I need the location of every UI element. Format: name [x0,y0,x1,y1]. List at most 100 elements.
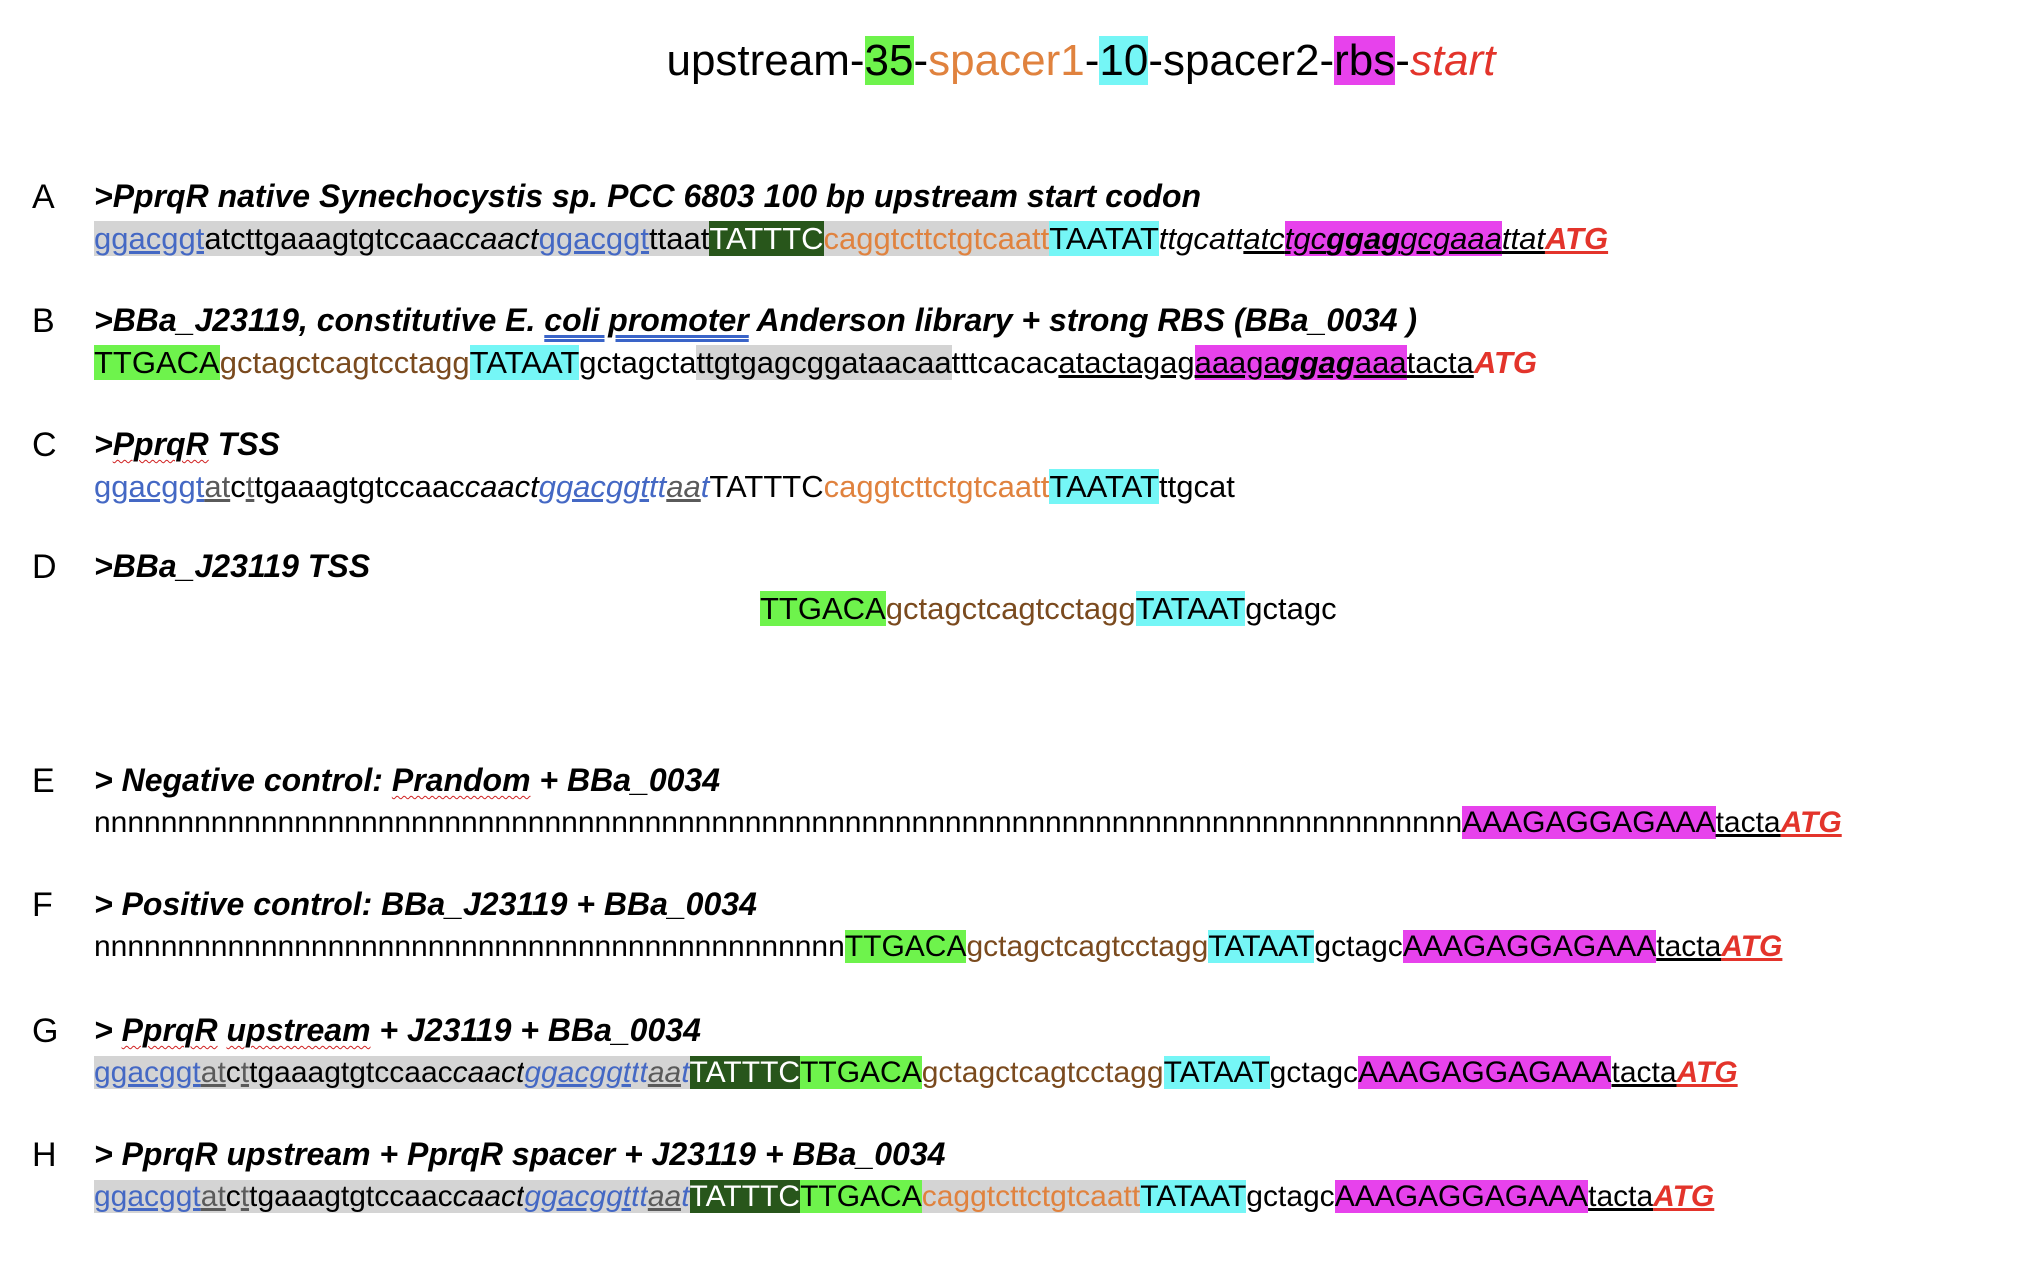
seq-upstream-element: TATTTC [689,1056,801,1089]
seq-upstream: t [240,1056,250,1089]
seq-start: ATG [1653,1180,1715,1213]
legend: upstream-35-spacer1-10-spacer2-rbs-start [64,36,2034,86]
entry-letter: F [32,886,53,924]
seq-spacer2: gctagc [1245,591,1337,626]
seq-repeat: ggacggt [524,1056,632,1089]
seq-spacer1: caggtcttctgtcaatt [823,221,1050,256]
seq-upstream: t [240,1180,250,1213]
seq-upstream: t [631,1056,640,1089]
seq-spacer1: caggtcttctgtcaatt [921,1180,1141,1213]
seq-rbs: AAAGAGGAGAAA [1402,930,1657,963]
seq-upstream: atcttgaaagtgtccaac [204,221,465,256]
seq-spacer3: tacta [1656,930,1722,963]
seq-upstream: caact [452,1180,525,1213]
header-text: PprqR [121,1012,218,1048]
seq-spacer2: gctagcta [579,345,697,380]
seq-random: nnnnnnnnnnnnnnnnnnnnnnnnnnnnnnnnnnnnnnnn… [94,930,845,963]
seq-upstream: t [681,1180,690,1213]
seq-upstream: t [639,1180,648,1213]
seq-minus35: TTGACA [760,591,886,626]
sequence: ggacggtatcttgaaagtgtccaaccaactggacggttta… [94,1178,1714,1216]
legend-minus10: 10 [1099,36,1149,85]
seq-upstream: t [245,469,255,504]
seq-spacer2: atc [1243,221,1285,256]
seq-upstream: caact [464,469,539,504]
seq-minus35: TTGACA [94,345,220,380]
seq-spacer3: tacta [1715,806,1781,839]
legend-rbs: rbs [1334,36,1396,85]
seq-rbs: tgc [1284,221,1327,256]
header-text: Anderson library + strong RBS (BBa_0034 … [748,302,1418,338]
entry-header: >BBa_J23119, constitutive E. coli promot… [94,302,1417,339]
header-text: upstream [226,1012,371,1048]
seq-upstream: c [225,1056,241,1089]
seq-upstream: t [631,1180,640,1213]
entry-header: >BBa_J23119 TSS [94,548,371,584]
seq-random: nnnnnnnnnnnnnnnnnnnnnnnnnnnnnnnnnnnnnnnn… [94,806,1463,839]
header-text: + J23119 + BBa_0034 [370,1012,701,1048]
seq-minus10: TATAAT [1163,1056,1270,1089]
seq-upstream: t [649,469,658,504]
seq-upstream: aa [647,1056,682,1089]
seq-minus10: TATAAT [1140,1180,1247,1213]
header-text: > [94,426,113,462]
legend-upstream: upstream- [666,36,865,85]
entry-letter: A [32,178,55,216]
seq-repeat: ggacggt [524,1180,632,1213]
seq-minus10: TATAAT [1208,930,1315,963]
seq-upstream: aa [666,469,701,504]
seq-rbs: AAAGAGGAGAAA [1358,1056,1612,1089]
seq-upstream-element: TATTTC [689,1180,801,1213]
seq-minus10: TATAAT [1135,591,1246,626]
entry-letter: G [32,1012,59,1050]
header-text: > [94,1012,122,1048]
seq-spacer2: ttgcat [1158,469,1235,504]
seq-start: ATG [1780,806,1842,839]
seq-upstream: at [204,469,231,504]
entry-header: > PprqR upstream + PprqR spacer + J23119… [94,1136,946,1172]
seq-upstream: at [200,1056,226,1089]
seq-upstream-element: TATTTC [709,221,824,256]
seq-repeat: ggacggt [94,221,205,256]
seq-rbs: ggag [1280,345,1355,380]
seq-start: ATG [1473,345,1537,380]
seq-minus10: TAATAT [1049,469,1159,504]
seq-minus10: TATAAT [469,345,580,380]
seq-rbs: ggag [1326,221,1401,256]
legend-spacer2: -spacer2- [1148,36,1335,85]
seq-spacer2: atactagag [1058,345,1195,380]
sequence: TTGACAgctagctcagtcctaggTATAATgctagc [760,590,1337,628]
sequence: ggacggtatcttgaaagtgtccaaccaactggacggttta… [94,1054,1738,1092]
sequence: TTGACAgctagctcagtcctaggTATAATgctagctattg… [94,344,1537,382]
legend-minus35: 35 [864,36,914,85]
entry-letter: B [32,302,55,340]
header-text: + BBa_0034 [530,762,720,798]
seq-spacer1: gctagctcagtcctagg [219,345,470,380]
seq-spacer2: gctagc [1269,1056,1359,1089]
seq-upstream: t [254,469,263,504]
entry-letter: H [32,1136,57,1174]
seq-repeat: ggacggt [538,221,649,256]
legend-spacer1: spacer1 [928,36,1085,85]
seq-spacer1: gctagctcagtcctagg [966,930,1209,963]
header-text: PprqR [112,426,209,462]
sequence: ggacggtatcttgaaagtgtccaaccaactggacggttta… [94,220,1608,258]
header-text: > Negative control: [94,762,392,798]
seq-repeat: ggacggt [94,1056,201,1089]
legend-dash: - [1395,36,1410,85]
seq-upstream: t [249,1180,258,1213]
seq-spacer1: caggtcttctgtcaatt [823,469,1050,504]
seq-spacer3: ttat [1501,221,1545,256]
header-text: Prandom [391,762,531,798]
seq-upstream: t [639,1056,648,1089]
sequence: nnnnnnnnnnnnnnnnnnnnnnnnnnnnnnnnnnnnnnnn… [94,804,1842,842]
sequence: nnnnnnnnnnnnnnnnnnnnnnnnnnnnnnnnnnnnnnnn… [94,928,1782,966]
seq-rbs: AAAGAGGAGAAA [1462,806,1716,839]
seq-spacer2: gctagc [1314,930,1403,963]
entry-letter: E [32,762,55,800]
seq-rbs: aaaga [1194,345,1281,380]
seq-upstream-element: TATTTC [709,469,824,504]
entry-header: > Positive control: BBa_J23119 + BBa_003… [94,886,757,922]
seq-start: ATG [1721,930,1783,963]
entry-letter: D [32,548,57,586]
